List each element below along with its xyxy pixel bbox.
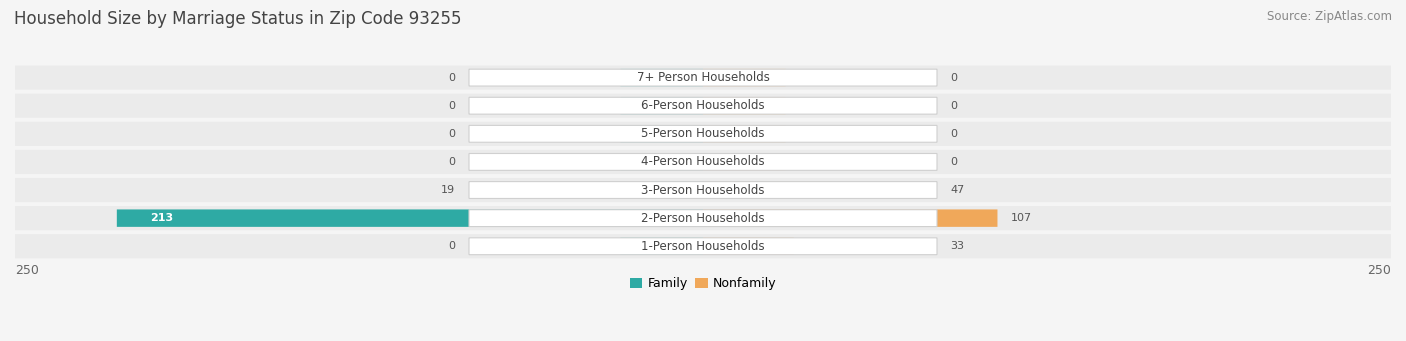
Text: 107: 107 (1011, 213, 1032, 223)
FancyBboxPatch shape (117, 209, 703, 227)
Text: 0: 0 (449, 241, 456, 251)
FancyBboxPatch shape (470, 210, 936, 226)
Text: 33: 33 (950, 241, 965, 251)
FancyBboxPatch shape (470, 182, 936, 198)
FancyBboxPatch shape (703, 69, 786, 86)
Text: 0: 0 (449, 157, 456, 167)
FancyBboxPatch shape (651, 181, 703, 199)
FancyBboxPatch shape (620, 125, 703, 143)
Text: 1-Person Households: 1-Person Households (641, 240, 765, 253)
FancyBboxPatch shape (703, 181, 832, 199)
Text: 19: 19 (441, 185, 456, 195)
FancyBboxPatch shape (470, 238, 936, 255)
FancyBboxPatch shape (703, 153, 786, 170)
FancyBboxPatch shape (620, 97, 703, 115)
FancyBboxPatch shape (703, 209, 997, 227)
FancyBboxPatch shape (15, 122, 1391, 146)
FancyBboxPatch shape (620, 238, 703, 255)
FancyBboxPatch shape (15, 65, 1391, 90)
Text: 0: 0 (950, 73, 957, 83)
FancyBboxPatch shape (703, 238, 794, 255)
FancyBboxPatch shape (703, 125, 786, 143)
Text: 4-Person Households: 4-Person Households (641, 155, 765, 168)
FancyBboxPatch shape (470, 97, 936, 114)
Legend: Family, Nonfamily: Family, Nonfamily (624, 272, 782, 295)
Text: 250: 250 (15, 264, 39, 277)
FancyBboxPatch shape (15, 150, 1391, 174)
Text: 0: 0 (449, 101, 456, 111)
Text: 2-Person Households: 2-Person Households (641, 212, 765, 225)
Text: 6-Person Households: 6-Person Households (641, 99, 765, 112)
Text: 0: 0 (950, 101, 957, 111)
FancyBboxPatch shape (470, 153, 936, 170)
Text: Source: ZipAtlas.com: Source: ZipAtlas.com (1267, 10, 1392, 23)
Text: Household Size by Marriage Status in Zip Code 93255: Household Size by Marriage Status in Zip… (14, 10, 461, 28)
FancyBboxPatch shape (470, 69, 936, 86)
Text: 0: 0 (449, 129, 456, 139)
FancyBboxPatch shape (15, 206, 1391, 230)
FancyBboxPatch shape (15, 94, 1391, 118)
Text: 3-Person Households: 3-Person Households (641, 183, 765, 196)
FancyBboxPatch shape (620, 69, 703, 86)
Text: 5-Person Households: 5-Person Households (641, 127, 765, 140)
Text: 47: 47 (950, 185, 965, 195)
Text: 7+ Person Households: 7+ Person Households (637, 71, 769, 84)
FancyBboxPatch shape (15, 234, 1391, 258)
Text: 250: 250 (1367, 264, 1391, 277)
FancyBboxPatch shape (470, 125, 936, 142)
Text: 0: 0 (449, 73, 456, 83)
FancyBboxPatch shape (15, 178, 1391, 202)
Text: 0: 0 (950, 129, 957, 139)
FancyBboxPatch shape (620, 153, 703, 170)
Text: 213: 213 (150, 213, 173, 223)
Text: 0: 0 (950, 157, 957, 167)
FancyBboxPatch shape (703, 97, 786, 115)
